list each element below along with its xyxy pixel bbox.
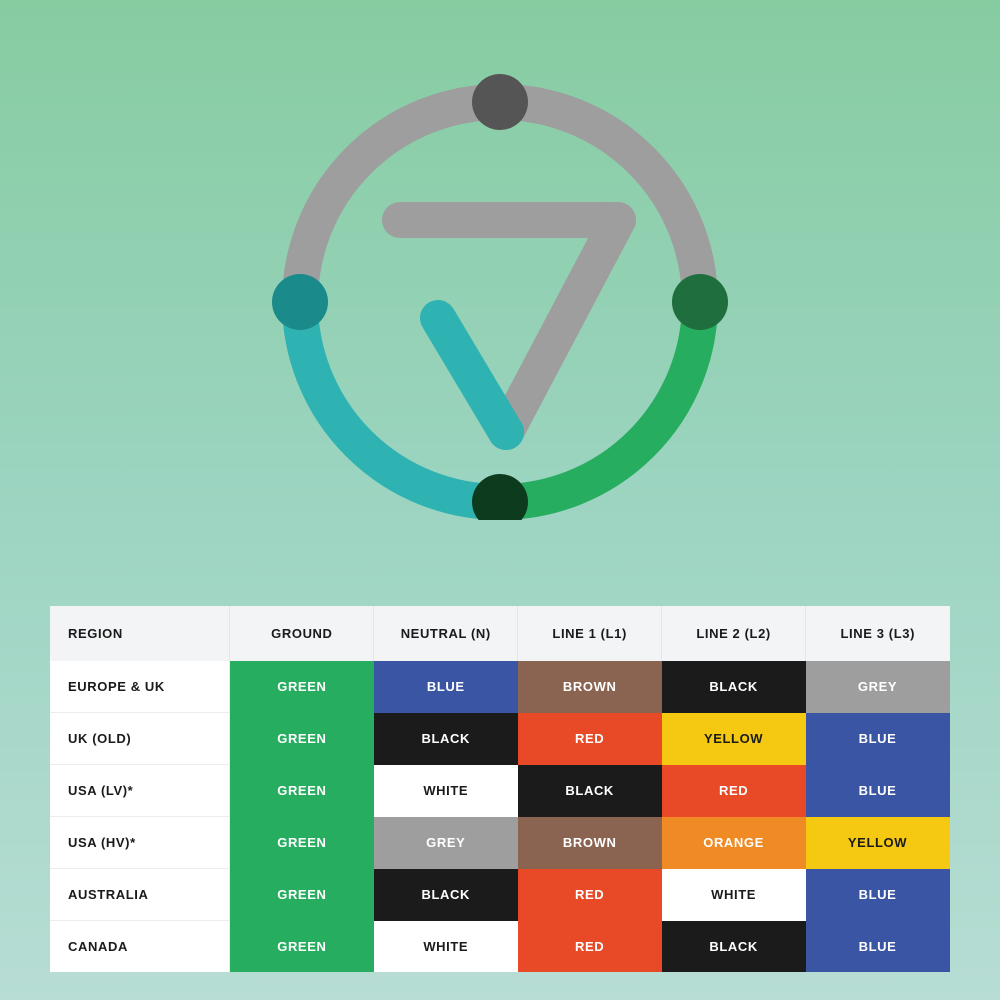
color-cell: GREEN bbox=[230, 713, 374, 765]
color-cell: BLACK bbox=[662, 661, 806, 713]
col-header-region: REGION bbox=[50, 606, 230, 661]
color-cell: RED bbox=[662, 765, 806, 817]
region-cell: USA (LV)* bbox=[50, 765, 230, 817]
color-cell: WHITE bbox=[374, 921, 518, 973]
color-cell: BLUE bbox=[806, 869, 950, 921]
table-row: UK (OLD)GREENBLACKREDYELLOWBLUE bbox=[50, 713, 950, 765]
ring-dot-bottom bbox=[472, 474, 528, 520]
color-cell: BLACK bbox=[374, 869, 518, 921]
col-header-neutral-n-: NEUTRAL (N) bbox=[374, 606, 518, 661]
check-cap bbox=[488, 414, 524, 450]
logo-svg bbox=[260, 40, 740, 520]
table-body: EUROPE & UKGREENBLUEBROWNBLACKGREYUK (OL… bbox=[50, 661, 950, 972]
region-cell: CANADA bbox=[50, 921, 230, 973]
wiring-color-table: REGIONGROUNDNEUTRAL (N)LINE 1 (L1)LINE 2… bbox=[50, 606, 950, 972]
col-header-line-2-l2-: LINE 2 (L2) bbox=[662, 606, 806, 661]
table-header: REGIONGROUNDNEUTRAL (N)LINE 1 (L1)LINE 2… bbox=[50, 606, 950, 661]
color-cell: RED bbox=[518, 921, 662, 973]
color-cell: WHITE bbox=[662, 869, 806, 921]
logo-diagram bbox=[260, 40, 740, 520]
color-cell: RED bbox=[518, 869, 662, 921]
color-cell: YELLOW bbox=[806, 817, 950, 869]
table-row: EUROPE & UKGREENBLUEBROWNBLACKGREY bbox=[50, 661, 950, 713]
color-cell: ORANGE bbox=[662, 817, 806, 869]
color-cell: RED bbox=[518, 713, 662, 765]
color-cell: GREEN bbox=[230, 921, 374, 973]
ring-dot-top bbox=[472, 74, 528, 130]
ring-dot-right bbox=[672, 274, 728, 330]
table-row: AUSTRALIAGREENBLACKREDWHITEBLUE bbox=[50, 869, 950, 921]
table-row: CANADAGREENWHITEREDBLACKBLUE bbox=[50, 921, 950, 973]
color-cell: BLUE bbox=[806, 921, 950, 973]
color-cell: BLACK bbox=[518, 765, 662, 817]
color-cell: YELLOW bbox=[662, 713, 806, 765]
color-cell: BLACK bbox=[662, 921, 806, 973]
region-cell: USA (HV)* bbox=[50, 817, 230, 869]
color-cell: GREEN bbox=[230, 661, 374, 713]
color-cell: BROWN bbox=[518, 817, 662, 869]
check-stroke bbox=[438, 318, 506, 432]
region-cell: AUSTRALIA bbox=[50, 869, 230, 921]
region-cell: EUROPE & UK bbox=[50, 661, 230, 713]
col-header-ground: GROUND bbox=[230, 606, 374, 661]
triangle-right bbox=[506, 220, 618, 432]
col-header-line-1-l1-: LINE 1 (L1) bbox=[518, 606, 662, 661]
table-row: USA (HV)*GREENGREYBROWNORANGEYELLOW bbox=[50, 817, 950, 869]
color-cell: BROWN bbox=[518, 661, 662, 713]
color-cell: BLUE bbox=[806, 713, 950, 765]
color-cell: BLUE bbox=[374, 661, 518, 713]
color-cell: GREEN bbox=[230, 869, 374, 921]
color-cell: GREEN bbox=[230, 765, 374, 817]
color-cell: GREY bbox=[374, 817, 518, 869]
region-cell: UK (OLD) bbox=[50, 713, 230, 765]
color-table: REGIONGROUNDNEUTRAL (N)LINE 1 (L1)LINE 2… bbox=[50, 606, 950, 972]
table-row: USA (LV)*GREENWHITEBLACKREDBLUE bbox=[50, 765, 950, 817]
color-cell: BLACK bbox=[374, 713, 518, 765]
ring-dot-left bbox=[272, 274, 328, 330]
color-cell: BLUE bbox=[806, 765, 950, 817]
color-cell: GREY bbox=[806, 661, 950, 713]
col-header-line-3-l3-: LINE 3 (L3) bbox=[806, 606, 950, 661]
color-cell: WHITE bbox=[374, 765, 518, 817]
color-cell: GREEN bbox=[230, 817, 374, 869]
